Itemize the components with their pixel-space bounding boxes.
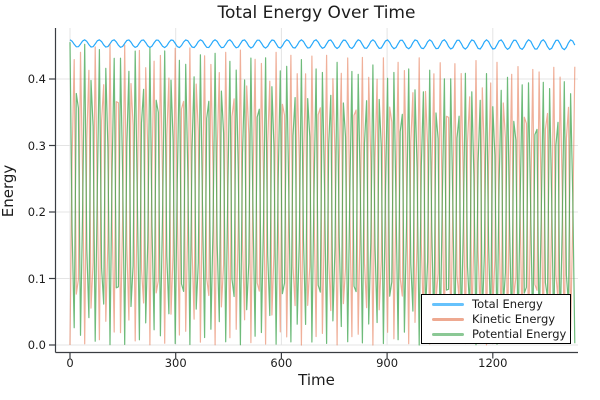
- y-tick-label: 0.0: [27, 338, 46, 352]
- series-line-kinetic-energy: [69, 43, 576, 346]
- legend-item: Total Energy: [432, 297, 564, 311]
- x-axis-label: Time: [298, 371, 335, 389]
- legend-swatch-total-energy: [432, 302, 464, 306]
- legend-label: Potential Energy: [472, 327, 567, 341]
- legend-swatch-potential-energy: [432, 332, 464, 336]
- legend-label: Kinetic Energy: [472, 312, 556, 326]
- legend: Total Energy Kinetic Energy Potential Ener…: [421, 294, 571, 344]
- legend-swatch-kinetic-energy: [432, 317, 464, 321]
- x-tick-label: 1200: [478, 356, 508, 370]
- x-tick-label: 600: [270, 356, 293, 370]
- series-line-total-energy: [69, 39, 576, 51]
- y-tick-label: 0.1: [27, 271, 46, 286]
- y-tick-label: 0.2: [27, 205, 46, 219]
- y-tick-label: 0.3: [27, 138, 46, 153]
- x-tick-label: 300: [164, 356, 187, 370]
- legend-item: Potential Energy: [432, 327, 567, 341]
- y-axis-label: Energy: [0, 164, 17, 218]
- y-tick-label: 0.4: [27, 72, 46, 86]
- legend-item: Kinetic Energy: [432, 312, 564, 326]
- x-tick-label: 900: [376, 356, 399, 370]
- chart-title: Total Energy Over Time: [217, 3, 416, 23]
- x-tick-label: 0: [66, 356, 74, 370]
- legend-label: Total Energy: [472, 297, 543, 311]
